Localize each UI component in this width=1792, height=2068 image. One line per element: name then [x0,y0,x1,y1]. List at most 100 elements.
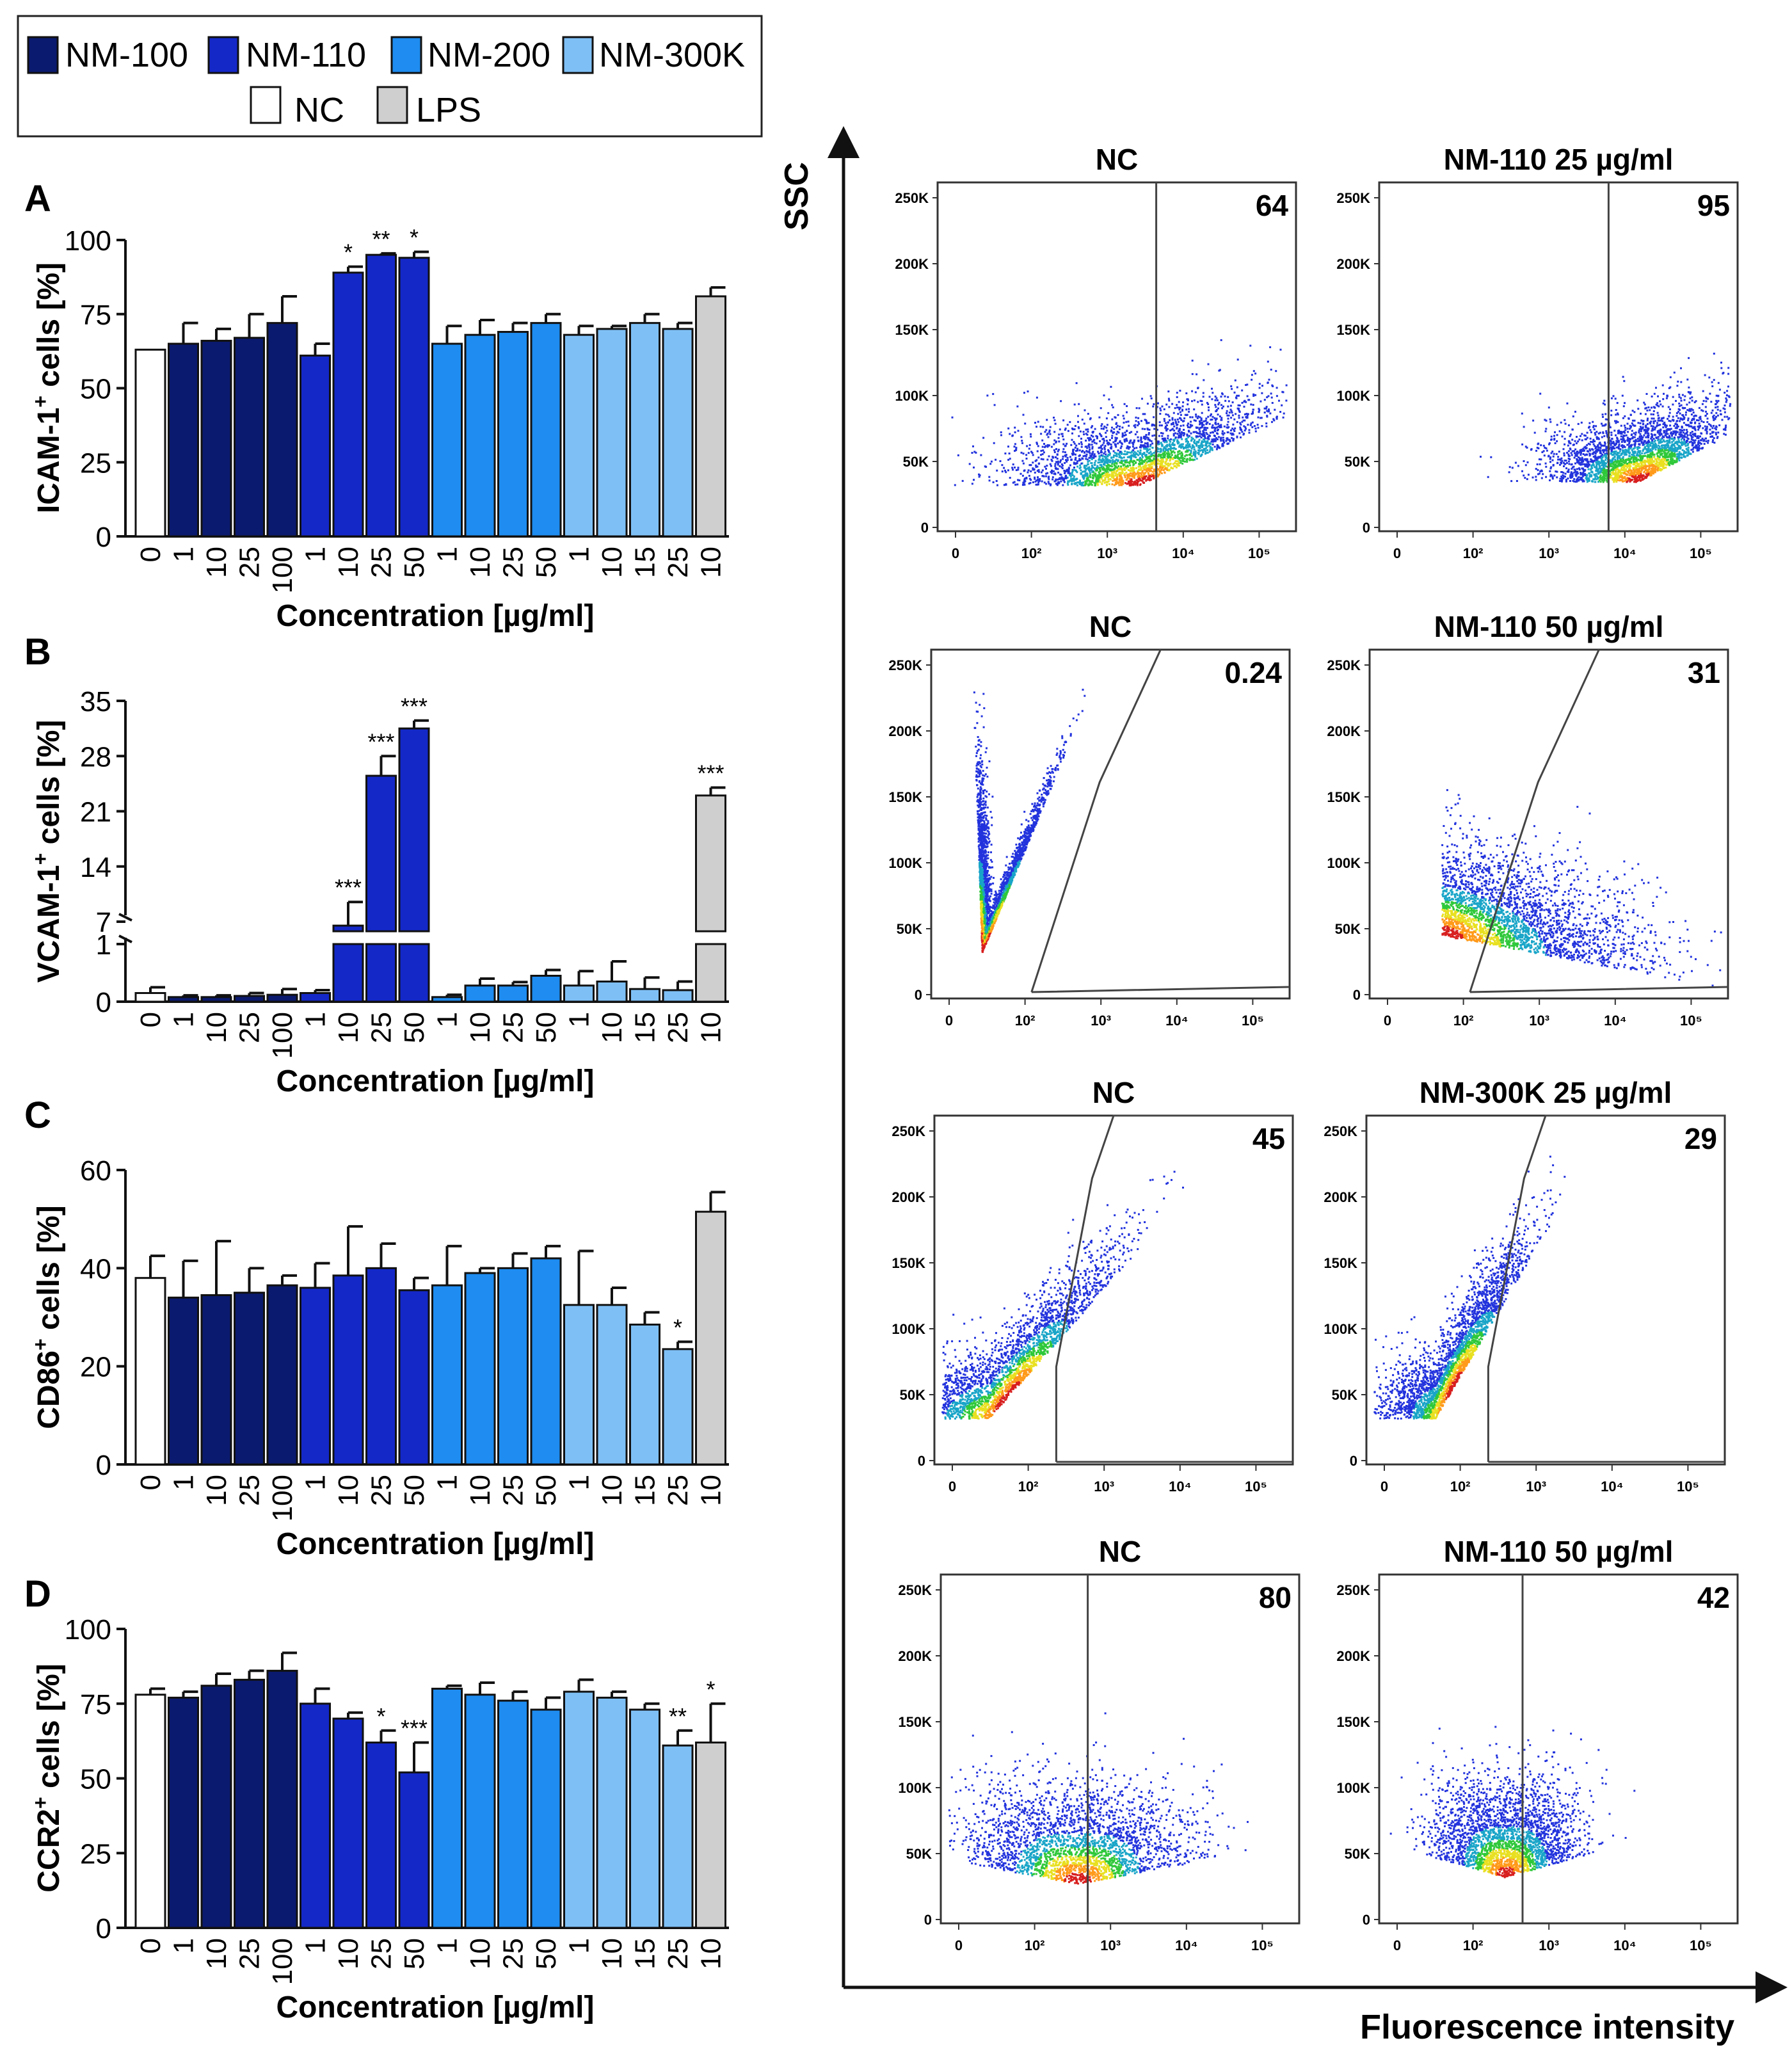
flow-dot [1030,464,1032,466]
flow-dot [1080,441,1082,443]
flow-dot [1159,466,1161,468]
flow-dot [1148,437,1149,439]
flow-dot [1279,411,1281,413]
x-tick-label: 25 [498,1938,529,1969]
flow-dot [1124,403,1126,405]
flow-dot [1232,424,1234,426]
flow-dot [1009,433,1011,435]
bar-group: ** [663,1703,692,1928]
flow-dot [1117,474,1119,476]
flow-dot [1244,429,1246,431]
bar-group: * [367,1703,396,1928]
flow-dot [1140,474,1142,476]
bar-group [202,329,231,536]
bar-group [564,1679,594,1928]
flow-dot [1089,475,1091,477]
flow-dot [1258,411,1260,413]
bar [399,1772,429,1928]
flow-dot [1236,387,1238,389]
flow-dot [1108,460,1110,461]
flow-plots: NC050K100K150K200K250K0 10² 10³ 10⁴ 10⁵64NM-… [888,143,1738,1953]
flow-dot [1041,440,1043,442]
bar-group [499,1692,528,1928]
flow-dot [1176,406,1178,408]
bar [564,335,594,536]
bar-group [597,1692,627,1928]
flow-dot [1195,391,1197,393]
bar [663,1745,692,1928]
bar-group [433,1246,462,1464]
flow-dot [1084,452,1085,454]
flow-dot [1112,480,1114,482]
flow-y-tick-label: 150K [895,322,929,338]
flow-dot [1104,477,1106,479]
y-tick-label: 100 [65,225,111,257]
x-tick-label: 10 [596,547,628,578]
flow-dot [1094,485,1096,486]
flow-dot [1151,453,1153,454]
flow-dot [1135,417,1137,419]
flow-dot [1176,396,1178,398]
flow-dot [992,393,994,395]
bar-group [597,1288,627,1464]
flow-dot [1023,483,1025,485]
flow-dot [969,463,971,465]
flow-dot [1104,474,1106,476]
flow-dot [1037,479,1039,481]
flow-dot [1231,437,1233,439]
bar [169,997,198,1002]
flow-dot [1247,424,1249,426]
flow-dot [1082,419,1084,421]
flow-dot [1191,390,1193,392]
flow-dot [1111,435,1113,437]
flow-dot [1048,481,1050,483]
flow-dot [1040,450,1042,452]
y-axis-title-sup: + [29,1797,52,1809]
flow-dot [1121,445,1123,447]
legend-label: NM-100 [65,36,188,74]
flow-dot [1023,453,1025,454]
y-axis-title-part: VCAM-1 [32,865,66,982]
legend-swatch [209,37,238,73]
flow-dot [1055,463,1057,465]
panel-letter: C [24,1094,51,1136]
flow-dot [1281,405,1283,406]
flow-dot [984,465,986,467]
flow-dot [1091,465,1093,467]
flow-dot [1069,465,1071,467]
flow-dot [1057,454,1059,456]
x-tick-label: 15 [630,1938,661,1969]
flow-dot [1222,439,1224,441]
y-tick-label: 25 [80,447,111,479]
flow-dot [1130,467,1132,469]
flow-dot [1247,399,1249,401]
flow-dot [1071,459,1073,461]
flow-dot [1164,472,1166,474]
flow-dot [1134,426,1136,428]
flow-dot [1217,423,1219,425]
flow-dot [980,454,982,456]
y-axis-title-sup: + [29,396,52,408]
flow-dot [1053,440,1055,442]
flow-dot [1168,398,1170,400]
flow-dot [1194,399,1196,401]
flow-dot [1232,401,1234,403]
bar [630,1710,660,1928]
flow-dot [1183,417,1185,419]
bar [465,335,495,536]
flow-dot [1142,456,1144,458]
flow-dot [1106,429,1108,431]
flow-dot [1053,419,1055,421]
flow-dot [1134,451,1136,453]
flow-dot [1272,402,1274,404]
flow-dot [1202,445,1204,447]
flow-dot [1272,418,1274,420]
flow-dot [1206,427,1208,429]
flow-dot [1135,433,1137,435]
x-tick-label: 15 [630,1475,661,1506]
flow-dot [1183,424,1185,426]
flow-dot [1034,422,1036,424]
x-tick-label: 1 [168,547,200,562]
flow-dot [1121,443,1123,445]
y-tick-label: 50 [80,1764,111,1795]
